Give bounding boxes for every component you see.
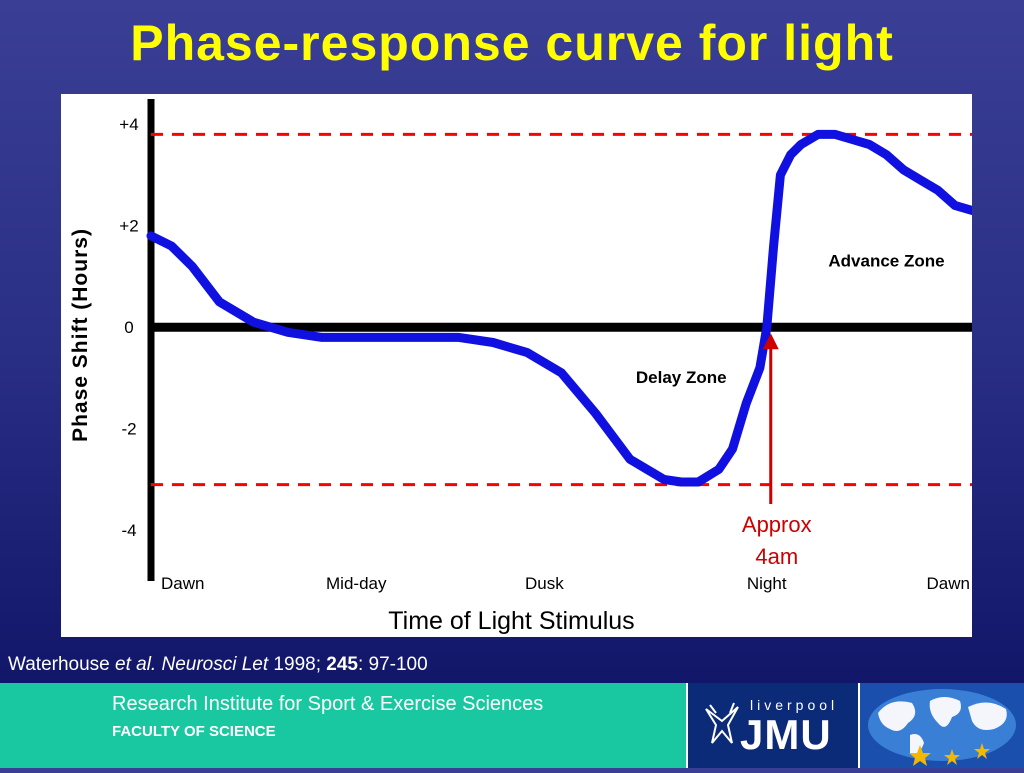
globe-logo <box>858 683 1024 768</box>
citation-volume: 245 <box>326 654 358 675</box>
citation-etal: et al. Neurosci Let <box>115 654 269 675</box>
phase-response-chart: +4 +2 0 -2 -4 Phase Shift (Hours) Dawn Mid-day D… <box>69 99 972 635</box>
citation-pages: : 97-100 <box>357 654 428 675</box>
y-tick-label: 0 <box>124 318 133 337</box>
chart-panel: +4 +2 0 -2 -4 Phase Shift (Hours) Dawn Mid-day D… <box>61 94 972 637</box>
x-tick-label: Night <box>747 574 787 593</box>
jmu-logo: liverpool JMU <box>686 683 858 768</box>
x-tick-label: Dusk <box>525 574 564 593</box>
jmu-liverpool-text: liverpool <box>750 697 839 713</box>
liver-bird-icon <box>705 702 739 744</box>
jmu-text: JMU <box>740 711 832 758</box>
y-axis-label: Phase Shift (Hours) <box>69 228 92 442</box>
zone-label: Advance Zone <box>828 251 944 270</box>
y-tick-label: -2 <box>121 420 136 439</box>
x-axis-label: Time of Light Stimulus <box>388 607 634 635</box>
citation-authors: Waterhouse <box>8 654 116 675</box>
slide-title: Phase-response curve for light <box>130 15 894 71</box>
zone-label: Delay Zone <box>636 368 727 387</box>
y-tick-label: +4 <box>119 115 138 134</box>
x-tick-label: Dawn <box>161 574 204 593</box>
institute-name: Research Institute for Sport & Exercise … <box>112 693 544 715</box>
citation-year: 1998; <box>268 654 327 675</box>
citation: Waterhouse et al. Neurosci Let 1998; 245… <box>8 654 428 676</box>
world-map-icon <box>868 689 1016 766</box>
faculty-name: FACULTY OF SCIENCE <box>112 723 276 740</box>
phase-response-curve <box>146 129 972 487</box>
footer-bar: Research Institute for Sport & Exercise … <box>0 683 1024 768</box>
y-tick-label: +2 <box>119 217 138 236</box>
x-tick-label: Mid-day <box>326 574 387 593</box>
y-tick-label: -4 <box>121 521 136 540</box>
x-tick-label: Dawn <box>927 574 970 593</box>
